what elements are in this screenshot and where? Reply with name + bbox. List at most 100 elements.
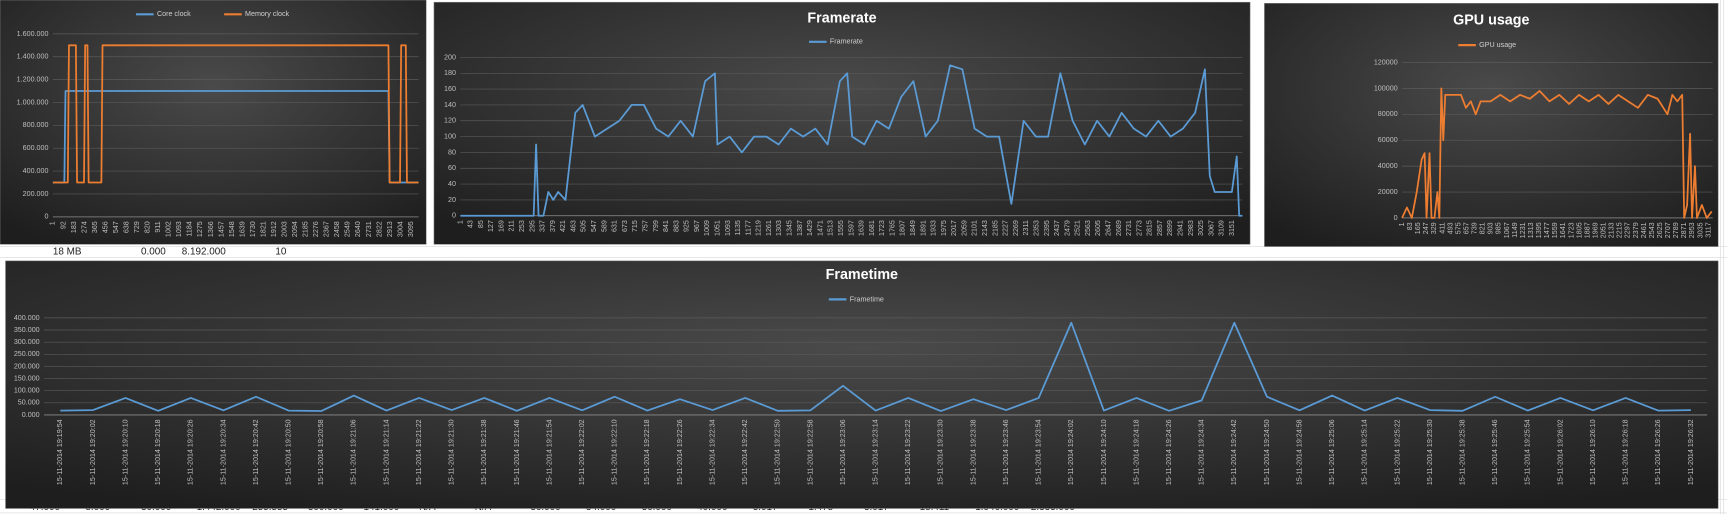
x-tick-label: 15-11-2014 19:24:18 xyxy=(1132,419,1140,485)
x-tick-label: 2269 xyxy=(1012,220,1020,236)
x-tick-label: 1093 xyxy=(724,220,732,236)
y-tick-label: 40000 xyxy=(1378,162,1398,170)
x-tick-label: 456 xyxy=(101,221,109,233)
y-tick-label: 200 xyxy=(444,53,456,61)
cell: 10 xyxy=(275,247,287,258)
x-tick-label: 15-11-2014 19:22:34 xyxy=(708,419,716,485)
x-tick-label: 183 xyxy=(70,221,78,233)
chart-title: GPU usage xyxy=(1453,13,1529,29)
x-tick-label: 2276 xyxy=(312,221,320,237)
y-tick-label: 200.000 xyxy=(23,190,49,198)
x-tick-label: 1975 xyxy=(940,220,948,236)
x-tick-label: 15-11-2014 19:23:30 xyxy=(937,419,945,485)
x-tick-label: 15-11-2014 19:26:02 xyxy=(1556,419,1564,485)
x-tick-label: 1969 xyxy=(1591,222,1599,238)
x-tick-label: 15-11-2014 19:25:54 xyxy=(1524,419,1532,485)
x-tick-label: 15-11-2014 19:24:02 xyxy=(1067,419,1075,485)
x-tick-label: 547 xyxy=(590,220,598,232)
x-tick-label: 2689 xyxy=(1115,220,1123,236)
chart-background xyxy=(5,260,1719,509)
x-tick-label: 1313 xyxy=(1527,222,1535,238)
y-tick-label: 0.000 xyxy=(22,411,40,419)
x-tick-label: 1 xyxy=(1398,222,1406,226)
x-tick-label: 739 xyxy=(1471,222,1479,234)
chart: 0.000 50.000 100.000 150.000 200.000 250.000 3… xyxy=(5,260,1719,509)
x-tick-label: 2707 xyxy=(1664,222,1672,238)
x-tick-label: 2605 xyxy=(1094,220,1102,236)
y-tick-label: 120000 xyxy=(1374,58,1398,66)
x-tick-label: 631 xyxy=(611,220,619,232)
x-tick-label: 211 xyxy=(508,220,516,231)
x-tick-label: 15-11-2014 19:25:22 xyxy=(1393,419,1401,485)
cell: 8.192.000 xyxy=(182,247,227,258)
y-tick-label: 100 xyxy=(444,132,456,140)
x-tick-label: 3117 xyxy=(1704,222,1712,237)
x-tick-label: 1933 xyxy=(930,220,938,236)
x-tick-label: 2647 xyxy=(1105,220,1113,236)
y-tick-label: 0 xyxy=(452,212,456,220)
chart-background xyxy=(433,1,1251,245)
x-tick-label: 1559 xyxy=(1551,222,1559,238)
x-tick-label: 15-11-2014 19:24:50 xyxy=(1263,419,1271,485)
x-tick-label: 15-11-2014 19:23:22 xyxy=(904,419,912,485)
x-tick-label: 2367 xyxy=(323,221,331,237)
y-tick-label: 100000 xyxy=(1374,84,1398,92)
legend-label: Core clock xyxy=(157,10,191,18)
x-tick-label: 2227 xyxy=(1002,220,1010,236)
x-tick-label: 1261 xyxy=(765,220,773,236)
x-tick-label: 2395 xyxy=(1043,220,1051,236)
legend-label: GPU usage xyxy=(1479,41,1516,49)
x-tick-label: 169 xyxy=(497,220,505,232)
series-line xyxy=(60,321,1691,412)
x-tick-label: 2953 xyxy=(1688,222,1696,238)
x-tick-label: 15-11-2014 19:26:32 xyxy=(1687,419,1695,485)
x-tick-label: 925 xyxy=(683,220,691,232)
x-tick-label: 1457 xyxy=(217,221,225,237)
y-tick-label: 400.000 xyxy=(14,314,40,322)
x-tick-label: 657 xyxy=(1462,222,1470,234)
x-tick-label: 799 xyxy=(652,220,660,232)
y-tick-label: 50.000 xyxy=(18,399,40,407)
x-tick-label: 2731 xyxy=(1125,220,1133,236)
x-tick-label: 547 xyxy=(112,221,120,233)
y-tick-label: 80000 xyxy=(1378,110,1398,118)
x-tick-label: 967 xyxy=(693,220,701,232)
x-tick-label: 15-11-2014 19:24:42 xyxy=(1230,419,1238,485)
x-tick-label: 2983 xyxy=(1187,220,1195,236)
x-tick-label: 2815 xyxy=(1146,220,1154,236)
x-tick-label: 2143 xyxy=(981,220,989,236)
x-tick-label: 2479 xyxy=(1063,220,1071,236)
x-tick-label: 673 xyxy=(621,220,629,232)
y-tick-label: 1.000.000 xyxy=(17,98,49,106)
x-tick-label: 911 xyxy=(154,221,162,232)
x-tick-label: 2543 xyxy=(1648,222,1656,238)
y-tick-label: 60000 xyxy=(1378,136,1398,144)
x-tick-label: 575 xyxy=(1454,222,1462,234)
x-tick-label: 15-11-2014 19:20:02 xyxy=(89,419,97,485)
x-tick-label: 2437 xyxy=(1053,220,1061,236)
x-tick-label: 1887 xyxy=(1583,222,1591,238)
x-tick-label: 1184 xyxy=(186,221,194,236)
x-tick-label: 1471 xyxy=(816,220,824,236)
series-line xyxy=(52,44,419,184)
x-tick-label: 505 xyxy=(580,220,588,232)
x-tick-label: 1231 xyxy=(1519,222,1527,238)
x-tick-label: 15-11-2014 19:21:22 xyxy=(415,419,423,485)
x-tick-label: 15-11-2014 19:20:34 xyxy=(219,419,227,485)
y-tick-label: 180 xyxy=(444,69,456,77)
x-tick-label: 1723 xyxy=(878,220,886,236)
x-tick-label: 15-11-2014 19:20:18 xyxy=(154,419,162,485)
x-tick-label: 15-11-2014 19:22:26 xyxy=(676,419,684,485)
series-line xyxy=(1401,87,1713,219)
x-tick-label: 1 xyxy=(49,221,57,225)
x-tick-label: 2185 xyxy=(991,220,999,236)
x-tick-label: 365 xyxy=(91,221,99,233)
x-tick-label: 2871 xyxy=(1680,222,1688,238)
x-tick-label: 1891 xyxy=(919,220,927,236)
x-tick-label: 757 xyxy=(641,220,649,232)
x-tick-label: 247 xyxy=(1422,222,1430,234)
y-tick-label: 400.000 xyxy=(23,167,49,175)
x-tick-label: 15-11-2014 19:24:58 xyxy=(1295,419,1303,485)
